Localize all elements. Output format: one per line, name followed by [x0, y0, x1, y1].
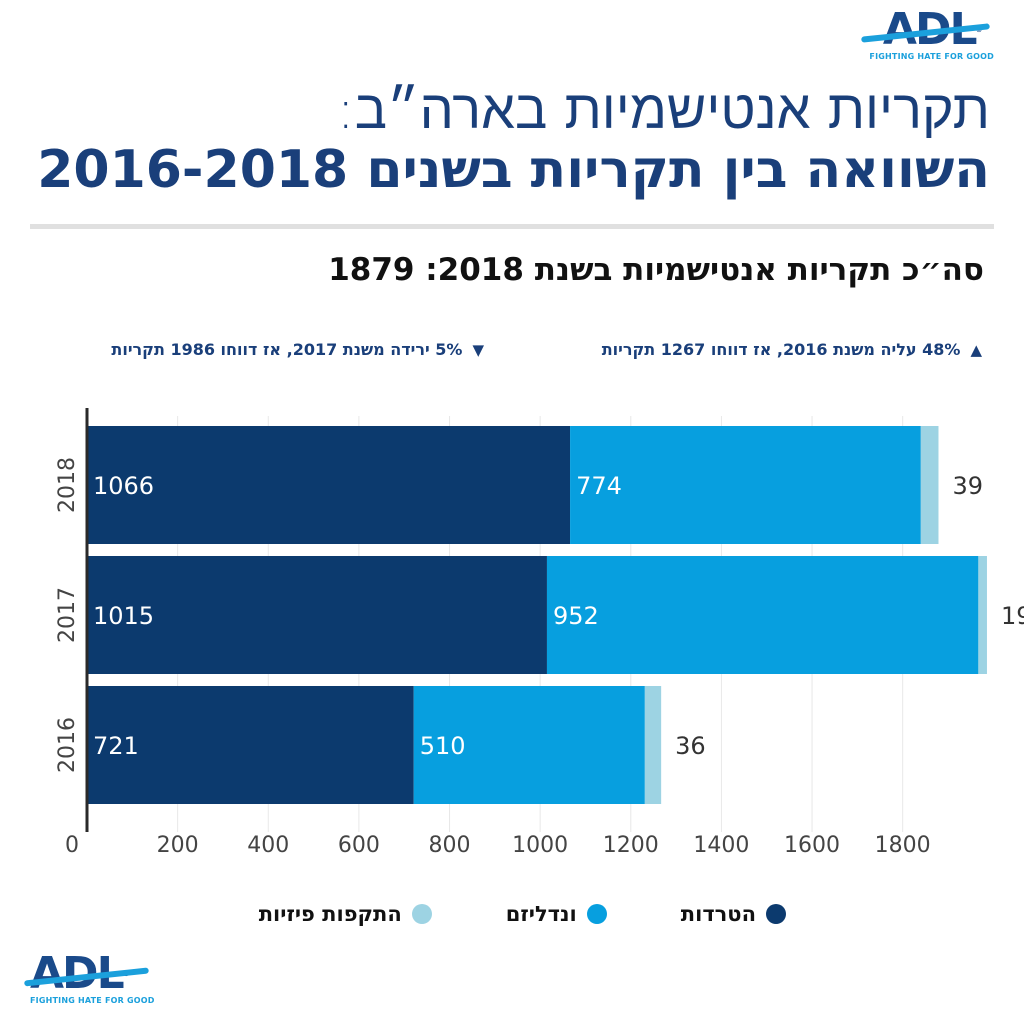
logo-tagline: FIGHTING HATE FOR GOOD	[869, 52, 994, 61]
bar-segment	[413, 686, 645, 804]
stacked-bar-chart: 1066 774 39 2018 1015 952 19 2017 721 510 36 2016 0 2…	[55, 408, 1024, 858]
bar-value-label: 721	[93, 732, 139, 760]
category-label: 2016	[55, 717, 80, 773]
category-label: 2018	[55, 457, 80, 513]
legend-item-harassment: הטרדות	[681, 902, 786, 926]
bar-segment	[644, 686, 662, 804]
decrease-stat: ▼ 5% ירידה משנת 2017, אז דווחו 1986 תקריו…	[111, 340, 484, 359]
increase-stat: ▲ 48% עליה משנת 2016, אז דווחו 1267 תקריו…	[602, 340, 982, 359]
increase-stat-text: 48% עליה משנת 2016, אז דווחו 1267 תקריות	[601, 340, 961, 359]
bar-value-label: 952	[553, 602, 599, 630]
total-incidents: סה״כ תקריות אנטישמיות בשנת 2018: 1879	[328, 252, 984, 288]
x-tick-label: 0	[65, 833, 79, 858]
bar-segment	[978, 556, 987, 674]
x-tick-label: 400	[247, 833, 289, 858]
category-label: 2017	[55, 587, 80, 643]
legend-label-harassment: הטרדות	[680, 902, 756, 926]
legend-swatch-vandalism	[586, 904, 607, 924]
bar-value-label: 510	[420, 732, 466, 760]
up-triangle-icon: ▲	[970, 341, 982, 359]
x-tick-label: 1000	[512, 833, 568, 858]
bar-value-label: 1066	[93, 472, 154, 500]
legend-item-assault: התקפות פיזיות	[259, 902, 432, 926]
bar-segment	[87, 556, 547, 674]
bar-value-label: 39	[952, 472, 983, 500]
title-divider	[30, 224, 994, 229]
bar-segment	[87, 426, 571, 544]
legend-swatch-assault	[411, 904, 432, 924]
bar-value-label: 774	[576, 472, 622, 500]
x-tick-label: 200	[157, 833, 199, 858]
legend-label-assault: התקפות פיזיות	[258, 902, 402, 926]
x-tick-label: 1600	[784, 833, 840, 858]
page-subtitle: השוואה בין תקריות בשנים 2016-2018	[37, 140, 990, 200]
bar-value-label: 36	[675, 732, 706, 760]
x-tick-label: 600	[338, 833, 380, 858]
logo-tagline: FIGHTING HATE FOR GOOD	[30, 996, 155, 1005]
legend-item-vandalism: ונדליזם	[506, 902, 607, 926]
chart-legend: הטרדות ונדליזם התקפות פיזיות	[259, 902, 786, 926]
adl-logo-top: ADL® FIGHTING HATE FOR GOOD	[861, 8, 994, 62]
x-tick-label: 1200	[603, 833, 659, 858]
page-title: תקריות אנטישמיות בארה״ב:	[336, 78, 990, 141]
bar-segment	[546, 556, 979, 674]
x-tick-label: 1800	[875, 833, 931, 858]
bar-segment	[570, 426, 921, 544]
bar-segment	[920, 426, 939, 544]
bar-value-label: 19	[1001, 602, 1024, 630]
bar-value-label: 1015	[93, 602, 154, 630]
adl-logo-bottom: ADL® FIGHTING HATE FOR GOOD	[24, 952, 155, 1006]
x-tick-label: 800	[429, 833, 471, 858]
decrease-stat-text: 5% ירידה משנת 2017, אז דווחו 1986 תקריות	[111, 340, 463, 359]
down-triangle-icon: ▼	[472, 341, 484, 359]
x-tick-label: 1400	[693, 833, 749, 858]
bar-segment	[87, 686, 414, 804]
legend-label-vandalism: ונדליזם	[505, 902, 577, 926]
legend-swatch-harassment	[766, 904, 786, 924]
